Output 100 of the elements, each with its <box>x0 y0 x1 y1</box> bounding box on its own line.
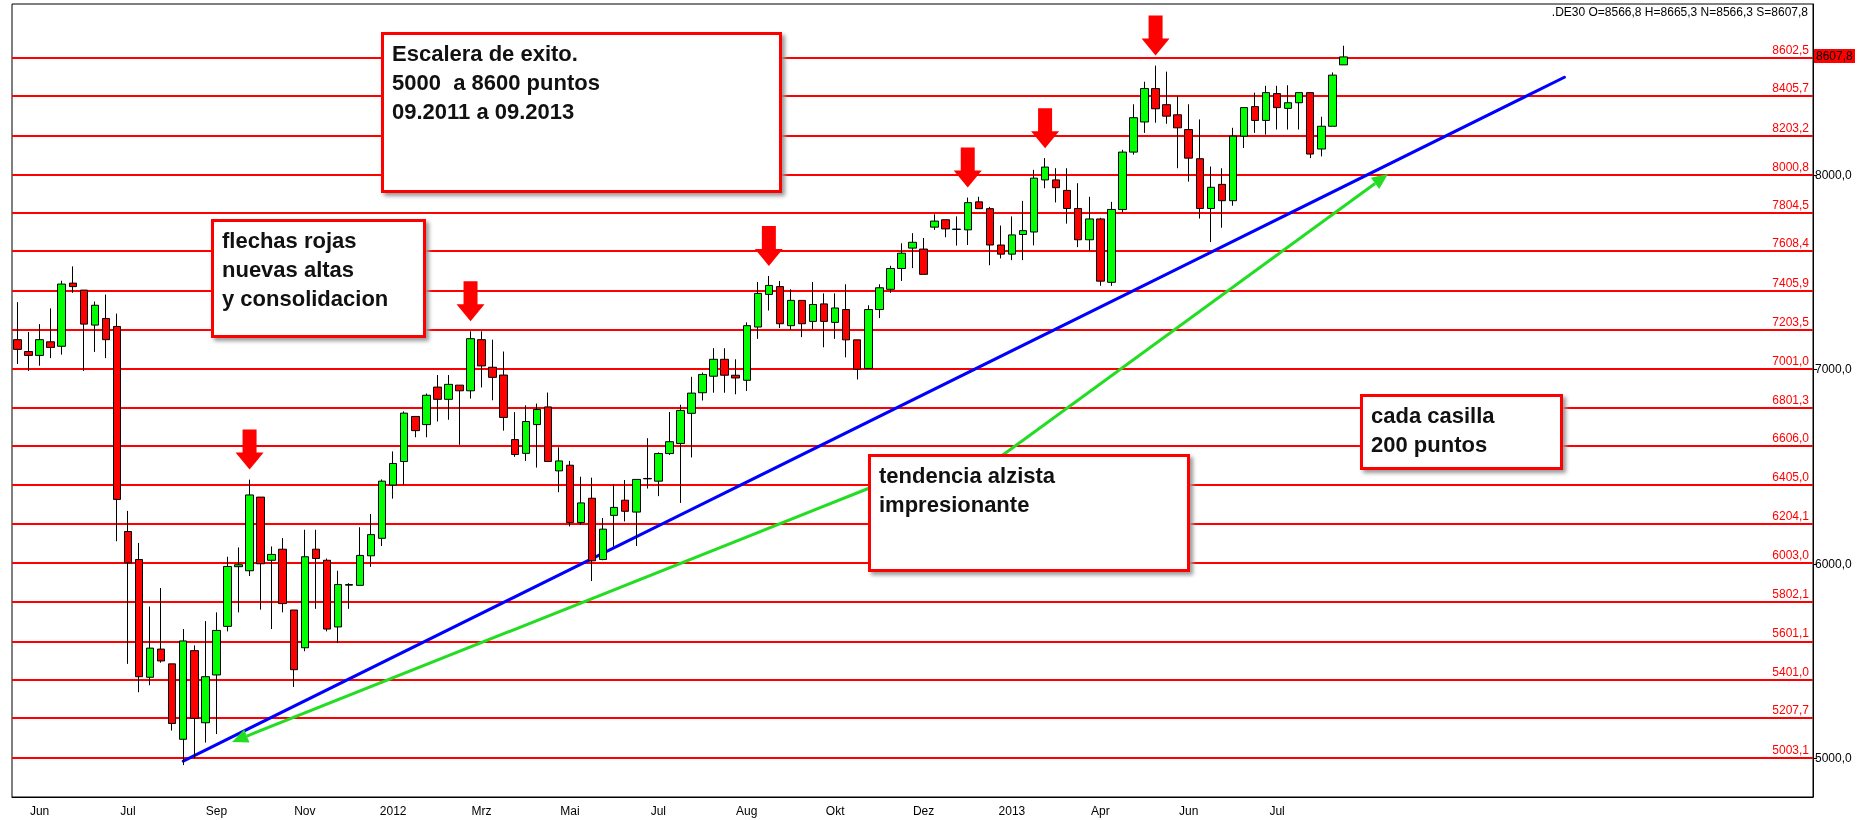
x-tick-label: Mrz <box>471 804 492 818</box>
candlestick <box>1008 215 1016 261</box>
ref-line-label: 8203,2 <box>1772 120 1810 135</box>
candlestick <box>1317 116 1326 157</box>
candlestick <box>444 374 453 421</box>
ref-line-label: 5003,1 <box>1772 742 1810 757</box>
candlestick <box>687 376 696 458</box>
ref-line-label: 7203,5 <box>1772 314 1810 329</box>
candlestick <box>975 196 983 210</box>
y-tick-label: 5000,0 <box>1815 751 1853 766</box>
candlestick <box>466 330 475 400</box>
candlestick <box>875 283 884 319</box>
candlestick <box>1129 103 1138 156</box>
candlestick <box>1041 157 1049 189</box>
x-tick-label: Jun <box>1179 804 1199 818</box>
candlestick <box>1140 81 1149 134</box>
candlestick <box>765 275 773 312</box>
ref-line-label: 7804,5 <box>1772 198 1810 213</box>
candlestick <box>809 281 817 330</box>
candlestick <box>1030 169 1038 246</box>
ref-line-label: 5802,1 <box>1772 587 1810 602</box>
candlestick <box>952 215 961 247</box>
candlestick <box>234 546 243 613</box>
candlestick <box>743 321 751 392</box>
candlestick <box>610 483 618 548</box>
x-tick-label: Nov <box>294 804 316 818</box>
candlestick <box>941 219 950 238</box>
candlestick <box>964 197 972 246</box>
candlestick <box>400 410 408 486</box>
candlestick <box>709 347 718 394</box>
ref-line-label: 7608,4 <box>1772 236 1810 251</box>
candlestick <box>643 437 652 490</box>
candlestick <box>201 620 210 744</box>
candlestick <box>698 372 707 401</box>
x-tick-label: Mai <box>560 804 580 818</box>
candlestick <box>577 476 585 526</box>
candlestick <box>1284 84 1292 131</box>
candlestick <box>1118 149 1127 213</box>
candlestick <box>864 304 873 369</box>
candlestick <box>389 450 397 500</box>
candlestick <box>356 526 364 586</box>
candlestick <box>1240 107 1248 149</box>
candlestick <box>334 570 342 644</box>
x-tick-label: Okt <box>825 804 846 818</box>
ref-line-label: 6204,1 <box>1772 509 1810 524</box>
candlestick <box>146 606 154 686</box>
callout-box: cada casilla 200 puntos <box>1360 394 1563 470</box>
ref-line-label: 8000,8 <box>1772 159 1810 174</box>
candlestick <box>378 478 386 547</box>
callout-box: tendencia alzista impresionante <box>868 454 1190 572</box>
annotation: .DE30 O=8566,8 H=8665,3 N=8566,3 S=8607,8 <box>1551 5 1808 19</box>
callout-box: flechas rojas nuevas altas y consolidacion <box>211 219 426 338</box>
x-tick-label: 2012 <box>379 804 407 818</box>
ref-line-label: 6405,0 <box>1772 470 1810 485</box>
x-tick-label: Jul <box>120 804 136 818</box>
y-tick-label: 6000,0 <box>1815 556 1853 571</box>
candlestick <box>422 393 431 438</box>
candlestick <box>1262 85 1270 136</box>
candlestick <box>897 242 906 282</box>
x-tick-label: Sep <box>205 804 228 818</box>
candlestick <box>57 280 66 356</box>
ref-line-label: 6801,3 <box>1772 393 1810 408</box>
candlestick <box>522 404 530 462</box>
y-tick-label: 7000,0 <box>1815 362 1853 377</box>
candlestick <box>886 265 895 294</box>
candlestick <box>908 232 917 269</box>
ref-line-label: 8602,5 <box>1772 42 1810 57</box>
candlestick <box>1328 71 1337 127</box>
candlestick <box>411 415 420 438</box>
candlestick <box>665 411 674 456</box>
ref-line-label: 7405,9 <box>1772 275 1810 290</box>
candlestick <box>35 323 44 367</box>
candlestick <box>223 556 232 632</box>
candlestick <box>301 529 309 652</box>
x-tick-label: Jul <box>1269 804 1285 818</box>
candlestick <box>179 628 187 766</box>
x-tick-label: Apr <box>1090 804 1110 818</box>
candlestick <box>676 404 685 504</box>
candlestick <box>91 301 99 353</box>
candlestick <box>245 479 254 577</box>
candlestick <box>212 611 221 735</box>
ref-line-label: 5207,7 <box>1772 702 1810 717</box>
candlestick <box>930 213 939 231</box>
candlestick <box>1229 127 1237 207</box>
candlestick <box>754 281 762 340</box>
ref-line-label: 7001,0 <box>1772 354 1810 369</box>
x-tick-label: Dez <box>912 804 935 818</box>
candlestick <box>1085 196 1094 251</box>
candlestick <box>654 451 663 497</box>
ref-line-label: 6606,0 <box>1772 430 1810 445</box>
callout-box: Escalera de exito. 5000 a 8600 puntos 09.2011 a 09.2013 <box>381 32 782 193</box>
candlestick <box>1295 92 1303 131</box>
candlestick <box>1207 165 1215 243</box>
candlestick <box>1019 200 1027 261</box>
ref-line-label: 6003,0 <box>1772 548 1810 563</box>
candlestick <box>267 545 276 630</box>
candlestick <box>1107 201 1116 287</box>
candlestick <box>555 446 563 493</box>
annotation: 8607,8 <box>1814 48 1855 63</box>
candlestick <box>367 513 375 568</box>
